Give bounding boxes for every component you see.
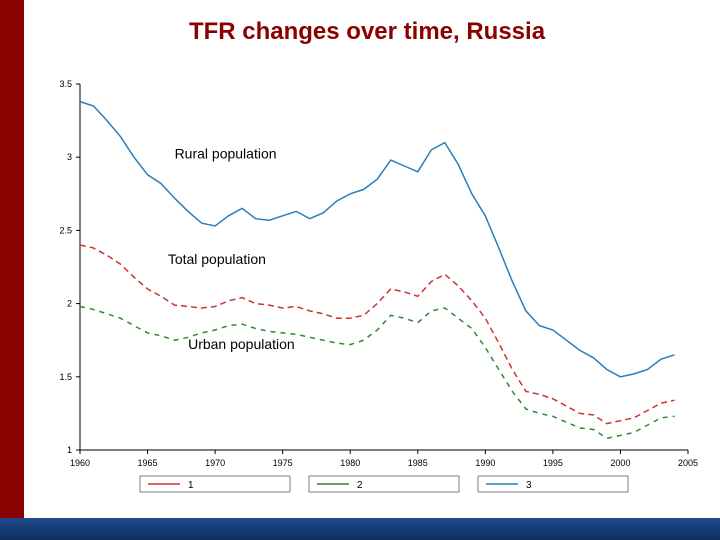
x-tick-label: 1970 (205, 458, 225, 468)
chart-container: 1 1.5 2 2.5 3 3.5 1960 1965 1970 1975 1980 1985 1990… (38, 78, 698, 508)
series-label-urban: Urban population (188, 336, 295, 352)
tfr-line-chart: 1 1.5 2 2.5 3 3.5 1960 1965 1970 1975 1980 1985 1990… (38, 78, 698, 508)
y-tick-label: 2.5 (59, 225, 72, 235)
slide-title: TFR changes over time, Russia (24, 18, 710, 46)
legend-label: 3 (526, 480, 532, 491)
x-tick-label: 1990 (475, 458, 495, 468)
y-tick-label: 1 (67, 445, 72, 455)
x-tick-label: 1965 (138, 458, 158, 468)
x-tick-label: 1985 (408, 458, 428, 468)
x-tick-label: 2005 (678, 458, 698, 468)
slide-root: TFR changes over time, Russia 1 1.5 2 2.5 3 3… (0, 0, 720, 540)
x-tick-label: 1960 (70, 458, 90, 468)
series-label-total: Total population (168, 251, 266, 267)
y-tick-label: 3.5 (59, 79, 72, 89)
series-total (80, 245, 675, 424)
x-tick-label: 1975 (273, 458, 293, 468)
series-rural (80, 102, 675, 377)
y-tick-label: 1.5 (59, 372, 72, 382)
series-urban (80, 307, 675, 439)
slide-sidebar (0, 0, 24, 540)
y-tick-label: 2 (67, 299, 72, 309)
x-tick-label: 1980 (340, 458, 360, 468)
legend-label: 1 (188, 480, 194, 491)
legend-label: 2 (357, 480, 363, 491)
slide-bottom-bar (0, 518, 720, 540)
x-tick-label: 1995 (543, 458, 563, 468)
series-label-rural: Rural population (175, 146, 277, 162)
y-tick-label: 3 (67, 152, 72, 162)
x-tick-label: 2000 (610, 458, 630, 468)
